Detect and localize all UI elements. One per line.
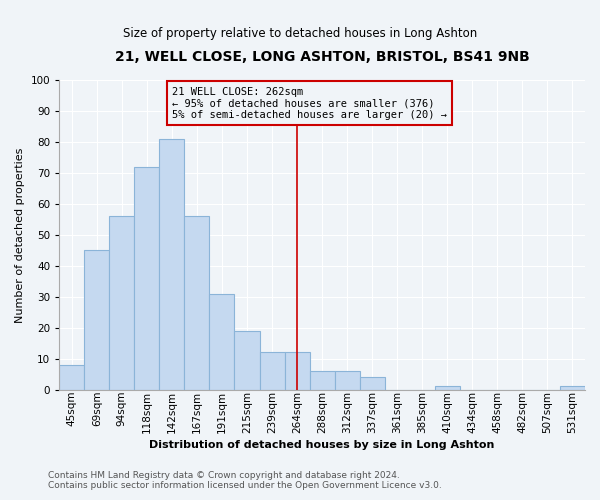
Bar [435,386,460,390]
Bar [209,294,235,390]
Bar [235,331,260,390]
Title: 21, WELL CLOSE, LONG ASHTON, BRISTOL, BS41 9NB: 21, WELL CLOSE, LONG ASHTON, BRISTOL, BS… [115,50,529,64]
Text: Size of property relative to detached houses in Long Ashton: Size of property relative to detached ho… [123,28,477,40]
Bar [335,371,359,390]
Y-axis label: Number of detached properties: Number of detached properties [15,148,25,322]
Bar [310,371,335,390]
X-axis label: Distribution of detached houses by size in Long Ashton: Distribution of detached houses by size … [149,440,495,450]
Text: Contains HM Land Registry data © Crown copyright and database right 2024.
Contai: Contains HM Land Registry data © Crown c… [48,470,442,490]
Bar [560,386,585,390]
Bar [59,365,84,390]
Bar [359,377,385,390]
Bar [134,167,160,390]
Bar [160,139,184,390]
Bar [260,352,284,390]
Text: 21 WELL CLOSE: 262sqm
← 95% of detached houses are smaller (376)
5% of semi-deta: 21 WELL CLOSE: 262sqm ← 95% of detached … [172,86,447,120]
Bar [184,216,209,390]
Bar [84,250,109,390]
Bar [284,352,310,390]
Bar [109,216,134,390]
